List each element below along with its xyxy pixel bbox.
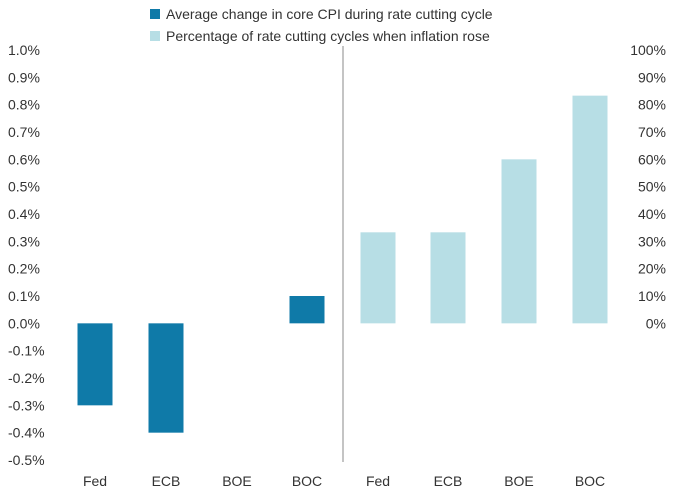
right-tick-label: 10% bbox=[638, 288, 666, 304]
right-tick-label: 90% bbox=[638, 69, 666, 85]
right-tick-label: 40% bbox=[638, 206, 666, 222]
left-tick-label: -0.4% bbox=[8, 425, 45, 441]
legend-swatch bbox=[150, 9, 160, 19]
bar-boc-series-2 bbox=[572, 95, 608, 324]
category-label: Fed bbox=[366, 473, 390, 489]
left-tick-label: 0.5% bbox=[8, 179, 40, 195]
right-tick-label: 30% bbox=[638, 233, 666, 249]
left-tick-label: 0.1% bbox=[8, 288, 40, 304]
legend-entry: Average change in core CPI during rate c… bbox=[166, 6, 493, 22]
bar-boc-series-1 bbox=[289, 296, 325, 324]
right-tick-label: 20% bbox=[638, 261, 666, 277]
legend-entry: Percentage of rate cutting cycles when i… bbox=[166, 28, 490, 44]
left-tick-label: 0.9% bbox=[8, 69, 40, 85]
category-labels: Fed ECB BOE BOC Fed ECB BOE BOC bbox=[83, 473, 605, 489]
bar-fed-series-2 bbox=[360, 232, 396, 324]
right-tick-label: 70% bbox=[638, 124, 666, 140]
left-tick-label: 0.8% bbox=[8, 97, 40, 113]
legend: Average change in core CPI during rate c… bbox=[150, 6, 493, 44]
left-tick-label: 0.0% bbox=[8, 315, 40, 331]
category-label: BOC bbox=[292, 473, 322, 489]
left-tick-label: 0.3% bbox=[8, 233, 40, 249]
category-label: BOC bbox=[575, 473, 605, 489]
category-label: ECB bbox=[434, 473, 463, 489]
category-label: BOE bbox=[222, 473, 252, 489]
left-tick-label: 0.4% bbox=[8, 206, 40, 222]
left-tick-label: 0.7% bbox=[8, 124, 40, 140]
left-tick-label: -0.5% bbox=[8, 452, 45, 468]
bar-boe-series-2 bbox=[501, 159, 537, 324]
left-tick-label: -0.2% bbox=[8, 370, 45, 386]
left-tick-label: 0.6% bbox=[8, 151, 40, 167]
bar-ecb-series-1 bbox=[148, 323, 184, 433]
right-tick-label: 80% bbox=[638, 97, 666, 113]
right-tick-label: 0% bbox=[646, 315, 666, 331]
bars bbox=[77, 95, 608, 433]
left-tick-label: 0.2% bbox=[8, 261, 40, 277]
left-tick-label: -0.3% bbox=[8, 397, 45, 413]
right-tick-label: 50% bbox=[638, 179, 666, 195]
right-tick-label: 60% bbox=[638, 151, 666, 167]
category-label: BOE bbox=[504, 473, 534, 489]
right-tick-label: 100% bbox=[630, 42, 666, 58]
bar-fed-series-1 bbox=[77, 323, 113, 406]
left-y-axis: 1.0% 0.9% 0.8% 0.7% 0.6% 0.5% 0.4% 0.3% 0.2% 0.1%… bbox=[8, 42, 45, 468]
category-label: Fed bbox=[83, 473, 107, 489]
bar-ecb-series-2 bbox=[430, 232, 466, 324]
category-label: ECB bbox=[152, 473, 181, 489]
left-tick-label: -0.1% bbox=[8, 343, 45, 359]
legend-swatch bbox=[150, 31, 160, 41]
left-tick-label: 1.0% bbox=[8, 42, 40, 58]
right-y-axis: 100% 90% 80% 70% 60% 50% 40% 30% 20% 10% 0% bbox=[630, 42, 666, 331]
